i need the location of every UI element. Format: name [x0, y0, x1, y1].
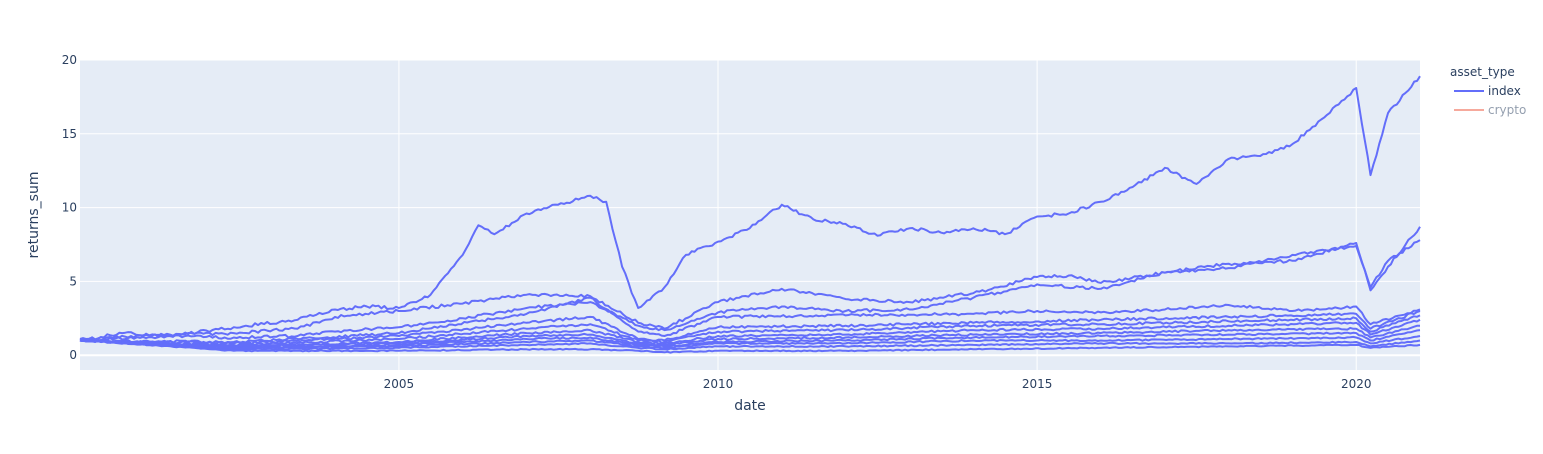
series-line-index[interactable] — [79, 339, 1421, 354]
x-tick-label: 2010 — [703, 377, 734, 391]
y-tick-label: 20 — [62, 53, 77, 67]
series-line-index[interactable] — [79, 335, 1421, 350]
series-line-index[interactable] — [79, 310, 1421, 346]
series-line-index[interactable] — [79, 75, 1421, 342]
y-tick-label: 10 — [62, 201, 77, 215]
y-tick-label: 5 — [69, 274, 77, 288]
x-tick-label: 2005 — [384, 377, 415, 391]
grid-lines — [80, 59, 1420, 370]
y-axis-label: returns_sum — [26, 172, 42, 259]
plot-area[interactable] — [80, 60, 1420, 370]
legend-item-crypto[interactable]: crypto — [1454, 103, 1526, 117]
series-line-index[interactable] — [79, 339, 1421, 351]
series-line-index[interactable] — [79, 226, 1421, 341]
series-line-index[interactable] — [79, 239, 1421, 342]
x-axis-label: date — [734, 398, 766, 414]
x-tick-label: 2015 — [1022, 377, 1053, 391]
legend: asset_type index crypto — [1450, 65, 1526, 117]
legend-label-index: index — [1488, 84, 1521, 98]
legend-title: asset_type — [1450, 65, 1515, 79]
legend-label-crypto: crypto — [1488, 103, 1526, 117]
y-tick-label: 0 — [69, 348, 77, 362]
axis-ticks: 0 5 10 15 20 2005 2010 2015 2020 — [62, 53, 1372, 391]
x-tick-label: 2020 — [1341, 377, 1372, 391]
series-line-index[interactable] — [79, 324, 1421, 348]
series-line-index[interactable] — [79, 296, 1421, 345]
y-tick-label: 15 — [62, 127, 77, 141]
series-group — [79, 75, 1421, 354]
series-line-index[interactable] — [79, 314, 1421, 347]
legend-item-index[interactable]: index — [1454, 84, 1521, 98]
